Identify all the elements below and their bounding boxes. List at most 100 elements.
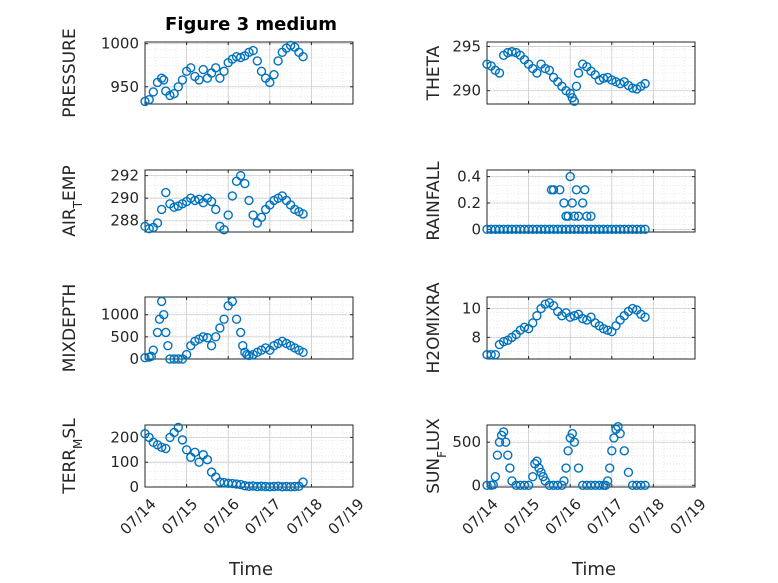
- x-tick-label: 07/18: [283, 495, 326, 538]
- data-point: [173, 422, 183, 433]
- y-tick-label: 8: [471, 328, 481, 346]
- data-point: [544, 65, 555, 76]
- x-tick-label: 07/18: [625, 495, 668, 538]
- data-point: [161, 327, 171, 338]
- data-point: [559, 476, 569, 486]
- data-point: [298, 51, 308, 62]
- data-point: [161, 187, 171, 198]
- data-point: [505, 463, 515, 473]
- data-point: [256, 66, 267, 76]
- data-point: [252, 56, 263, 66]
- data-point: [231, 314, 242, 324]
- x-tick-label: 07/14: [116, 495, 159, 538]
- data-point: [244, 350, 254, 361]
- data-point: [163, 341, 173, 351]
- data-point: [159, 75, 169, 85]
- data-point: [486, 349, 496, 360]
- y-tick-label: 1000: [101, 306, 139, 324]
- data-point: [173, 82, 183, 92]
- data-point: [165, 90, 175, 101]
- y-axis-label: AIRTEMP: [60, 165, 85, 236]
- data-point: [569, 437, 580, 447]
- data-point: [265, 77, 275, 88]
- data-point: [252, 218, 263, 228]
- data-point: [186, 63, 196, 73]
- data-point: [586, 211, 596, 221]
- data-point: [490, 471, 501, 482]
- data-point: [640, 224, 650, 235]
- data-point: [536, 467, 546, 478]
- data-point: [567, 428, 577, 439]
- data-point: [177, 75, 188, 85]
- data-point: [602, 476, 613, 486]
- data-point: [607, 446, 617, 456]
- data-point: [161, 443, 171, 454]
- data-point: [152, 327, 163, 338]
- data-point: [148, 345, 159, 355]
- y-axis-label: THETA: [424, 45, 444, 101]
- data-point: [519, 480, 530, 490]
- data-point: [602, 325, 613, 335]
- data-point: [528, 318, 538, 328]
- data-point: [256, 212, 267, 223]
- data-point: [565, 171, 575, 182]
- subplot-mixdepth: 0 500 1000 MIXDEPTH: [60, 284, 354, 372]
- data-point: [290, 481, 300, 492]
- data-point: [565, 312, 575, 322]
- data-point: [598, 324, 609, 334]
- data-point: [140, 352, 150, 363]
- y-tick-label: 0: [129, 350, 139, 368]
- data-point: [227, 191, 238, 201]
- data-point: [235, 327, 246, 338]
- data-point: [211, 332, 221, 342]
- figure-title: Figure 3 medium: [165, 14, 337, 35]
- data-point: [636, 224, 646, 235]
- data-point: [640, 480, 650, 490]
- data-point: [238, 341, 248, 351]
- y-tick-label: 0: [129, 478, 139, 496]
- data-point: [219, 225, 229, 235]
- axes-box: [144, 41, 354, 105]
- data-point: [156, 442, 167, 453]
- data-point: [580, 185, 590, 195]
- data-point: [298, 347, 308, 358]
- axes-box: [486, 169, 696, 233]
- data-point: [640, 78, 650, 89]
- data-point: [507, 47, 517, 57]
- axes-box: [486, 296, 696, 360]
- y-tick-label: 1000: [101, 35, 139, 53]
- data-point: [227, 296, 238, 307]
- data-point: [532, 311, 542, 321]
- y-axis-label: SUNFLUX: [424, 418, 449, 494]
- x-tick-label: 07/19: [666, 495, 709, 538]
- data-point: [492, 450, 503, 460]
- data-point: [482, 480, 492, 490]
- data-point: [206, 196, 217, 207]
- data-point: [498, 427, 509, 437]
- data-point: [494, 68, 505, 78]
- x-tick-label: 07/17: [583, 495, 626, 538]
- data-point: [640, 312, 650, 322]
- data-point: [211, 204, 221, 215]
- x-tick-label: 07/14: [458, 495, 501, 538]
- y-tick-label: 500: [110, 328, 139, 346]
- data-point: [571, 185, 582, 195]
- y-tick-label: 10: [462, 300, 481, 318]
- data-point: [605, 463, 615, 473]
- data-point: [156, 73, 167, 83]
- data-point: [532, 68, 542, 78]
- y-tick-label: 292: [110, 167, 139, 185]
- data-point: [619, 446, 629, 456]
- data-point: [198, 64, 208, 75]
- data-point: [561, 463, 571, 473]
- y-axis-label: TERRMSL: [60, 418, 85, 495]
- data-point: [206, 341, 217, 351]
- data-point: [219, 314, 229, 324]
- data-point: [169, 88, 179, 99]
- y-tick-label: 0: [471, 220, 481, 238]
- x-axis-label-left: Time: [228, 559, 273, 580]
- data-point: [173, 354, 183, 364]
- data-point: [248, 45, 258, 56]
